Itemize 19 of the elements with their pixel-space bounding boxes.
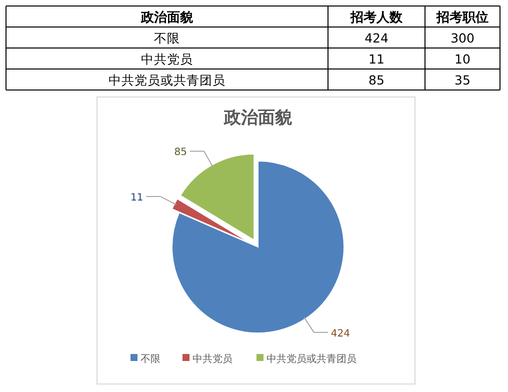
legend-label: 不限 [140,354,160,365]
category-label: 中共党员或共青团员 [108,72,226,88]
data-label: 300 [450,30,474,46]
data-label: 11 [368,52,384,66]
text: 招考职位 [436,10,488,26]
text: 政治面貌 [140,10,194,26]
data-label: 11 [130,192,144,204]
data-label: 424 [330,328,350,340]
legend-label: 中共党员或共青团员 [266,353,356,365]
category-label: 中共党员 [141,52,193,66]
data-label: 35 [454,72,470,88]
legend-label: 中共党员 [192,353,232,365]
data-label: 85 [174,147,187,158]
category-label: 不限 [154,30,180,46]
data-label: 424 [364,30,388,46]
data-label: 10 [454,52,470,66]
data-label: 85 [368,72,384,88]
chart-title: 政治面貌 [223,108,293,128]
text: 招考人数 [350,10,404,26]
